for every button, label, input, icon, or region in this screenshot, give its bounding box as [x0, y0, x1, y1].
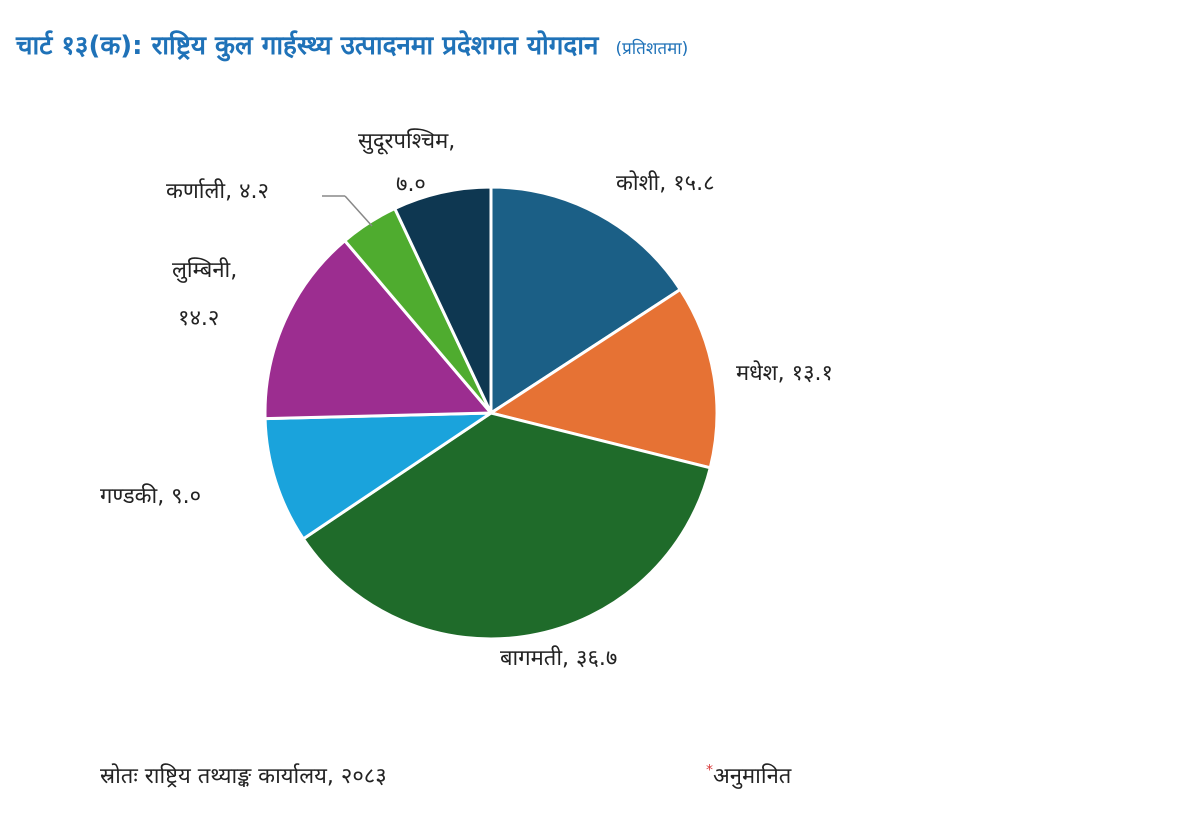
- karnali-leader-line-diagonal: [344, 195, 373, 227]
- pie-slice-gandaki: [263, 411, 493, 541]
- pie-slice-sudurpaschim: [393, 185, 493, 415]
- estimate-marker: *: [706, 762, 713, 779]
- pie-slice-bagmati: [301, 411, 712, 641]
- label-sudurpaschim-value: ७.०: [396, 172, 426, 197]
- chart-title-text: चार्ट १३(क): राष्ट्रिय कुल गार्हस्थ्य उत…: [16, 31, 599, 61]
- estimate-note: *अनुमानित: [706, 760, 791, 790]
- label-karnali: कर्णाली, ४.२: [166, 178, 269, 204]
- chart-title: चार्ट १३(क): राष्ट्रिय कुल गार्हस्थ्य उत…: [16, 26, 688, 62]
- source-note: स्रोतः राष्ट्रिय तथ्याङ्क कार्यालय, २०८३: [100, 764, 387, 789]
- label-lumbini-name: लुम्बिनी,: [172, 257, 237, 283]
- chart-unit: (प्रतिशतमा): [615, 39, 689, 59]
- label-madhesh: मधेश, १३.१: [736, 360, 833, 386]
- label-lumbini-value: १४.२: [178, 306, 219, 331]
- label-sudurpaschim-name: सुदूरपश्चिम,: [358, 128, 455, 155]
- label-bagmati: बागमती, ३६.७: [500, 645, 617, 671]
- pie-slice-lumbini: [263, 239, 493, 421]
- label-gandaki: गण्डकी, ९.०: [100, 483, 201, 509]
- label-koshi: कोशी, १५.८: [616, 170, 715, 196]
- pie-slice-madhesh: [489, 288, 719, 470]
- pie-slice-koshi: [489, 185, 682, 415]
- estimate-note-text: अनुमानित: [713, 764, 792, 789]
- pie-slices: [263, 185, 719, 641]
